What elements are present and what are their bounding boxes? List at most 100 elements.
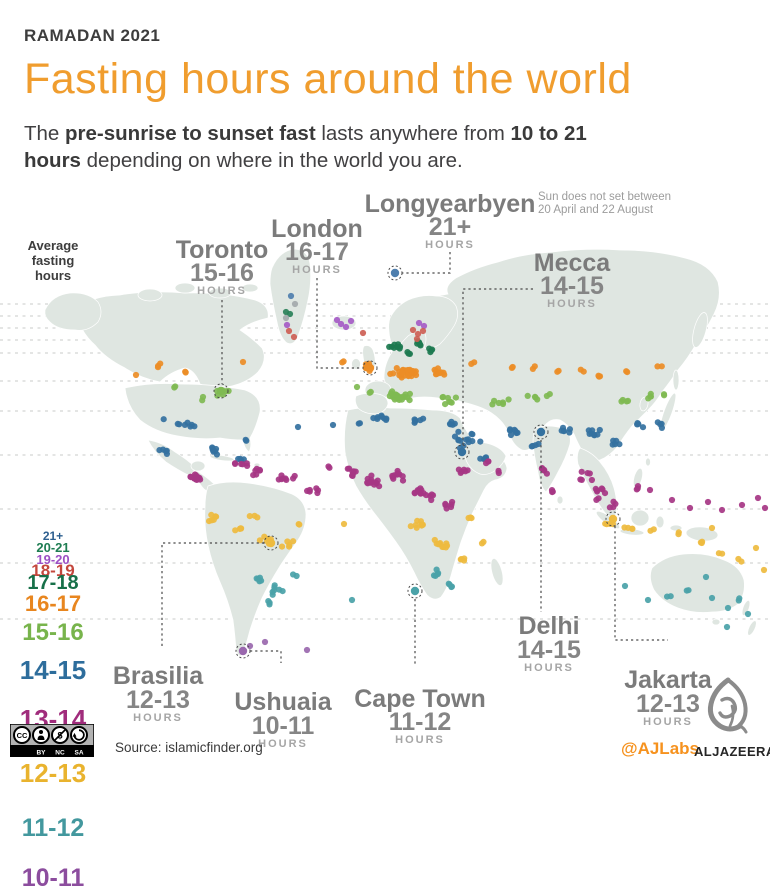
- map-dot: [294, 423, 302, 431]
- map-dot: [595, 372, 602, 379]
- city-hours-label: HOURS: [524, 662, 574, 674]
- map-dot: [256, 574, 263, 581]
- map-dot: [430, 572, 438, 579]
- map-dot: [246, 642, 254, 650]
- map-dot: [406, 390, 413, 397]
- map-dot: [623, 368, 630, 375]
- subtitle-part: depending on where in the world you are.: [80, 149, 463, 172]
- map-dot: [409, 326, 417, 334]
- map-dot: [719, 550, 726, 557]
- map-dot: [601, 490, 609, 497]
- map-dot: [420, 490, 427, 497]
- page-title: Fasting hours around the world: [24, 55, 632, 103]
- map-dot: [366, 389, 373, 396]
- map-dot: [172, 383, 179, 390]
- map-dot: [290, 475, 297, 482]
- map-dot: [413, 335, 421, 343]
- map-dot: [394, 344, 401, 351]
- map-dot: [718, 506, 726, 514]
- city-dot-ring: [407, 583, 423, 599]
- city-range: 12-13: [636, 690, 700, 718]
- map-dot: [163, 447, 170, 454]
- map-dot: [595, 495, 602, 502]
- map-dot: [420, 322, 428, 330]
- map-dot: [478, 540, 486, 547]
- city-dot: [266, 538, 276, 548]
- map-dot: [610, 498, 617, 505]
- map-dot: [440, 393, 447, 401]
- map-dot: [187, 474, 194, 481]
- map-dot: [634, 420, 641, 427]
- legend-title-line: Average: [27, 238, 79, 253]
- city-dot: [608, 514, 618, 524]
- legend: Average fasting hours 21+ 20-21 19-20 18-19 17…: [6, 238, 100, 892]
- map-dot: [594, 431, 601, 438]
- legend-item-15-16: 15-16: [22, 619, 84, 647]
- city-hours-label: HOURS: [643, 716, 693, 728]
- map-dot: [209, 446, 216, 454]
- map-dot: [485, 458, 492, 465]
- city-hours-label: HOURS: [197, 285, 247, 297]
- map-dot: [290, 333, 298, 341]
- map-dot: [738, 501, 746, 509]
- map-dot: [578, 476, 585, 483]
- legend-item-21+: 21+: [42, 528, 64, 543]
- map-dot: [154, 364, 162, 371]
- map-dot: [471, 359, 478, 366]
- subtitle-part: pre-sunrise to sunset fast: [65, 122, 316, 145]
- map-dot: [420, 415, 427, 422]
- map-dot: [675, 531, 682, 538]
- city-hours-label: HOURS: [425, 239, 475, 251]
- map-dot: [236, 525, 243, 533]
- map-dot: [495, 469, 502, 477]
- city-hours-label: HOURS: [292, 264, 342, 276]
- map-dot: [416, 341, 424, 348]
- city-name: Ushuaia: [234, 688, 332, 716]
- city-dot: [536, 427, 546, 437]
- map-dot: [639, 424, 647, 431]
- map-dot: [610, 504, 617, 511]
- city-hours-label: HOURS: [547, 298, 597, 310]
- city-name: London: [271, 215, 363, 243]
- map-dot: [448, 501, 455, 508]
- map-dot: [634, 483, 642, 490]
- map-dot: [283, 321, 291, 329]
- map-dot: [468, 515, 475, 522]
- map-dot: [529, 442, 536, 450]
- map-dot: [624, 397, 632, 404]
- city-name: Longyearbyen: [365, 190, 536, 218]
- map-dot: [442, 401, 449, 408]
- map-dot: [337, 320, 345, 328]
- leader-line: [161, 542, 264, 649]
- map-dot: [584, 470, 591, 477]
- map-dot: [412, 372, 420, 379]
- city-name: Delhi: [518, 612, 579, 640]
- map-dot: [463, 436, 470, 443]
- map-dot: [499, 400, 507, 408]
- map-dot: [446, 581, 453, 588]
- map-dot: [329, 421, 337, 429]
- map-dot: [132, 371, 140, 379]
- map-dot: [457, 469, 464, 476]
- map-dot: [618, 398, 625, 405]
- map-dot: [256, 537, 263, 544]
- map-dot: [187, 423, 194, 430]
- map-dot: [242, 436, 249, 443]
- map-dot: [326, 464, 333, 471]
- map-dot: [592, 485, 599, 492]
- city-range: 14-15: [540, 272, 604, 300]
- legend-title-line: hours: [34, 268, 72, 283]
- note-line: 20 April and 22 August: [538, 204, 654, 216]
- map-dot: [612, 441, 619, 448]
- map-dot: [447, 398, 454, 406]
- map-dot: [543, 470, 551, 477]
- map-dot: [412, 417, 419, 424]
- map-dot: [506, 427, 513, 434]
- map-dot: [621, 582, 629, 590]
- map-dot: [278, 543, 286, 550]
